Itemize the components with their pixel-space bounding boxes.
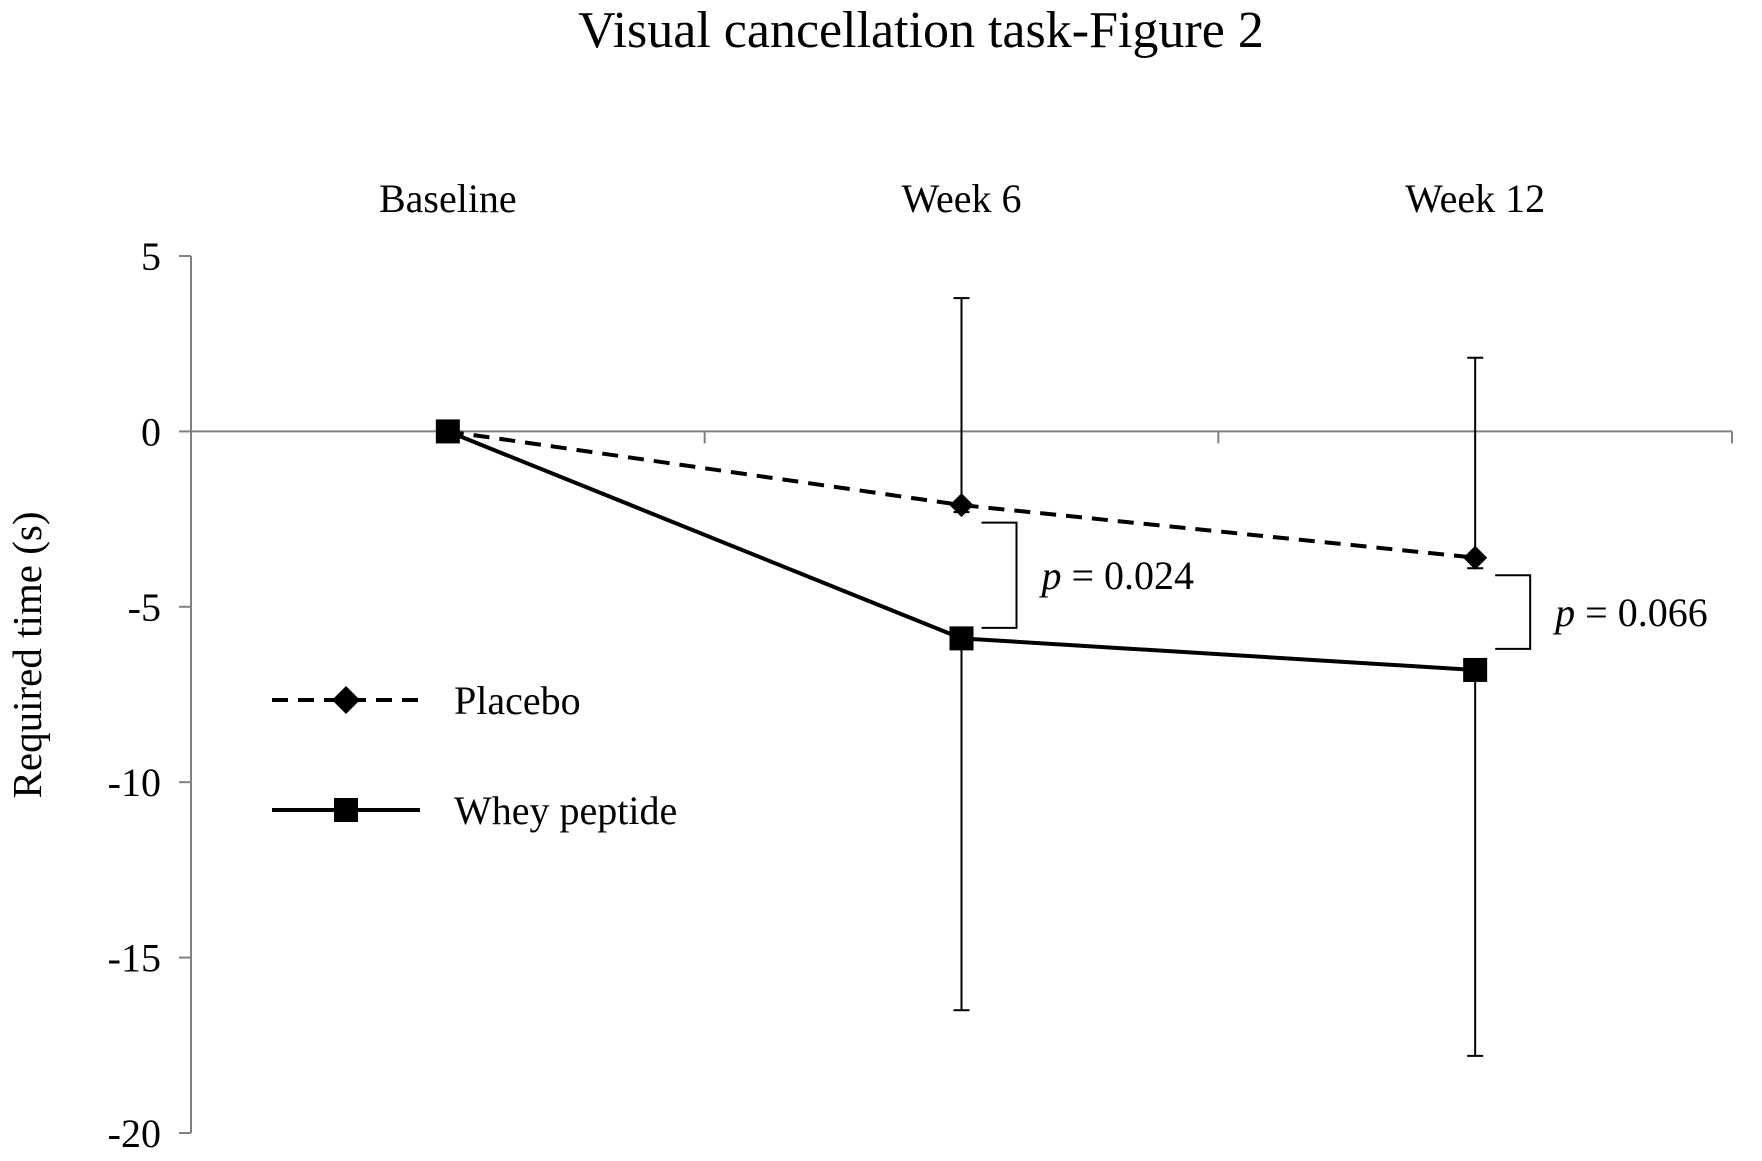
marker-diamond	[1463, 545, 1488, 570]
marker-diamond	[332, 686, 360, 714]
y-tick-labels: 5 0 -5 -10 -15 -20	[108, 234, 161, 1156]
chart-title: Visual cancellation task-Figure 2	[578, 2, 1264, 59]
series-lines	[435, 419, 1488, 682]
axes	[179, 255, 1733, 1134]
significance-bracket	[981, 521, 1018, 629]
y-tick-label: -20	[108, 1111, 161, 1156]
y-tick-label: -5	[128, 585, 161, 630]
y-tick-label: -10	[108, 760, 161, 805]
p-value-label: p = 0.066	[1552, 590, 1708, 635]
significance-annotations: p = 0.024 p = 0.066	[981, 521, 1708, 650]
category-label: Week 6	[901, 176, 1021, 221]
y-tick-label: 0	[141, 409, 161, 454]
marker-square	[949, 626, 974, 651]
p-value-label: p = 0.024	[1039, 553, 1195, 598]
marker-square	[334, 798, 358, 822]
y-tick-label: 5	[141, 234, 161, 279]
marker-square	[1463, 657, 1488, 682]
legend-label: Placebo	[454, 678, 581, 723]
significance-bracket	[1495, 574, 1532, 650]
legend: Placebo Whey peptide	[272, 678, 677, 833]
y-axis-label: Required time (s)	[4, 512, 50, 799]
category-labels: Baseline Week 6 Week 12	[379, 176, 1545, 221]
marker-diamond	[949, 493, 974, 518]
marker-square	[435, 419, 460, 444]
y-tick-label: -15	[108, 936, 161, 981]
error-bars	[953, 297, 1484, 1057]
series-line	[447, 429, 1476, 560]
legend-label: Whey peptide	[454, 788, 677, 833]
category-label: Week 12	[1405, 176, 1545, 221]
category-label: Baseline	[379, 176, 517, 221]
